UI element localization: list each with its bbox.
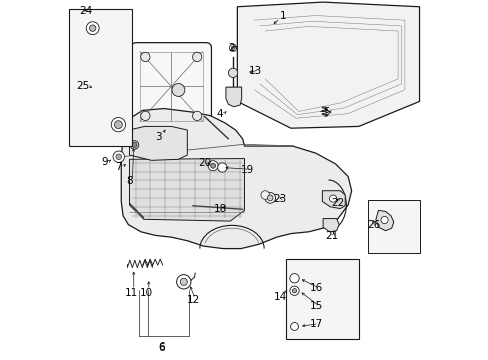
Text: 10: 10: [140, 288, 153, 297]
Polygon shape: [323, 219, 339, 232]
Circle shape: [180, 278, 187, 285]
Text: 18: 18: [213, 204, 226, 214]
Circle shape: [116, 154, 122, 159]
Text: 8: 8: [125, 176, 132, 186]
Text: 11: 11: [124, 288, 138, 297]
FancyBboxPatch shape: [131, 42, 211, 130]
Polygon shape: [121, 109, 351, 249]
Text: 21: 21: [325, 231, 338, 242]
Text: 13: 13: [249, 66, 262, 76]
Polygon shape: [225, 87, 241, 107]
Circle shape: [229, 44, 236, 51]
Circle shape: [132, 143, 137, 148]
Polygon shape: [237, 2, 419, 128]
Text: 22: 22: [331, 198, 344, 208]
Text: 2: 2: [228, 43, 235, 53]
Circle shape: [192, 111, 202, 121]
Bar: [367, 201, 419, 253]
Text: 19: 19: [240, 165, 253, 175]
Text: 17: 17: [309, 319, 322, 329]
Text: 3: 3: [154, 132, 161, 142]
Text: 12: 12: [187, 295, 200, 305]
Circle shape: [380, 216, 387, 224]
Circle shape: [89, 25, 96, 31]
Circle shape: [111, 117, 125, 132]
Circle shape: [290, 323, 298, 330]
Text: 1: 1: [279, 12, 286, 21]
Text: 20: 20: [198, 158, 211, 168]
Circle shape: [192, 52, 202, 62]
Circle shape: [228, 68, 237, 77]
Circle shape: [264, 193, 275, 203]
Circle shape: [292, 289, 296, 293]
Circle shape: [329, 195, 336, 202]
Circle shape: [141, 52, 150, 62]
Circle shape: [113, 151, 124, 162]
Text: 5: 5: [323, 107, 329, 117]
Text: 16: 16: [309, 283, 322, 293]
Polygon shape: [375, 210, 393, 231]
Circle shape: [261, 191, 269, 199]
Text: 6: 6: [158, 343, 164, 353]
Text: 7: 7: [115, 162, 122, 172]
Bar: [285, 258, 358, 339]
Text: 25: 25: [76, 81, 89, 91]
Bar: [69, 9, 132, 146]
Circle shape: [217, 163, 226, 172]
Circle shape: [176, 275, 190, 289]
Text: 24: 24: [79, 6, 92, 17]
Text: 23: 23: [273, 194, 286, 203]
Circle shape: [231, 46, 234, 50]
Circle shape: [289, 274, 299, 283]
Circle shape: [289, 286, 299, 296]
Circle shape: [141, 111, 150, 121]
Text: 26: 26: [366, 220, 380, 230]
Text: 14: 14: [273, 292, 286, 302]
Circle shape: [172, 84, 184, 96]
Circle shape: [130, 141, 139, 149]
Text: 4: 4: [216, 109, 223, 119]
Circle shape: [207, 161, 218, 171]
Text: 6: 6: [158, 342, 164, 352]
Circle shape: [86, 22, 99, 35]
Text: 15: 15: [309, 301, 322, 311]
Polygon shape: [129, 158, 244, 221]
Polygon shape: [129, 126, 187, 160]
Circle shape: [267, 195, 272, 201]
Circle shape: [210, 163, 215, 168]
Circle shape: [114, 121, 122, 129]
Polygon shape: [322, 191, 345, 208]
Text: 9: 9: [102, 157, 108, 167]
